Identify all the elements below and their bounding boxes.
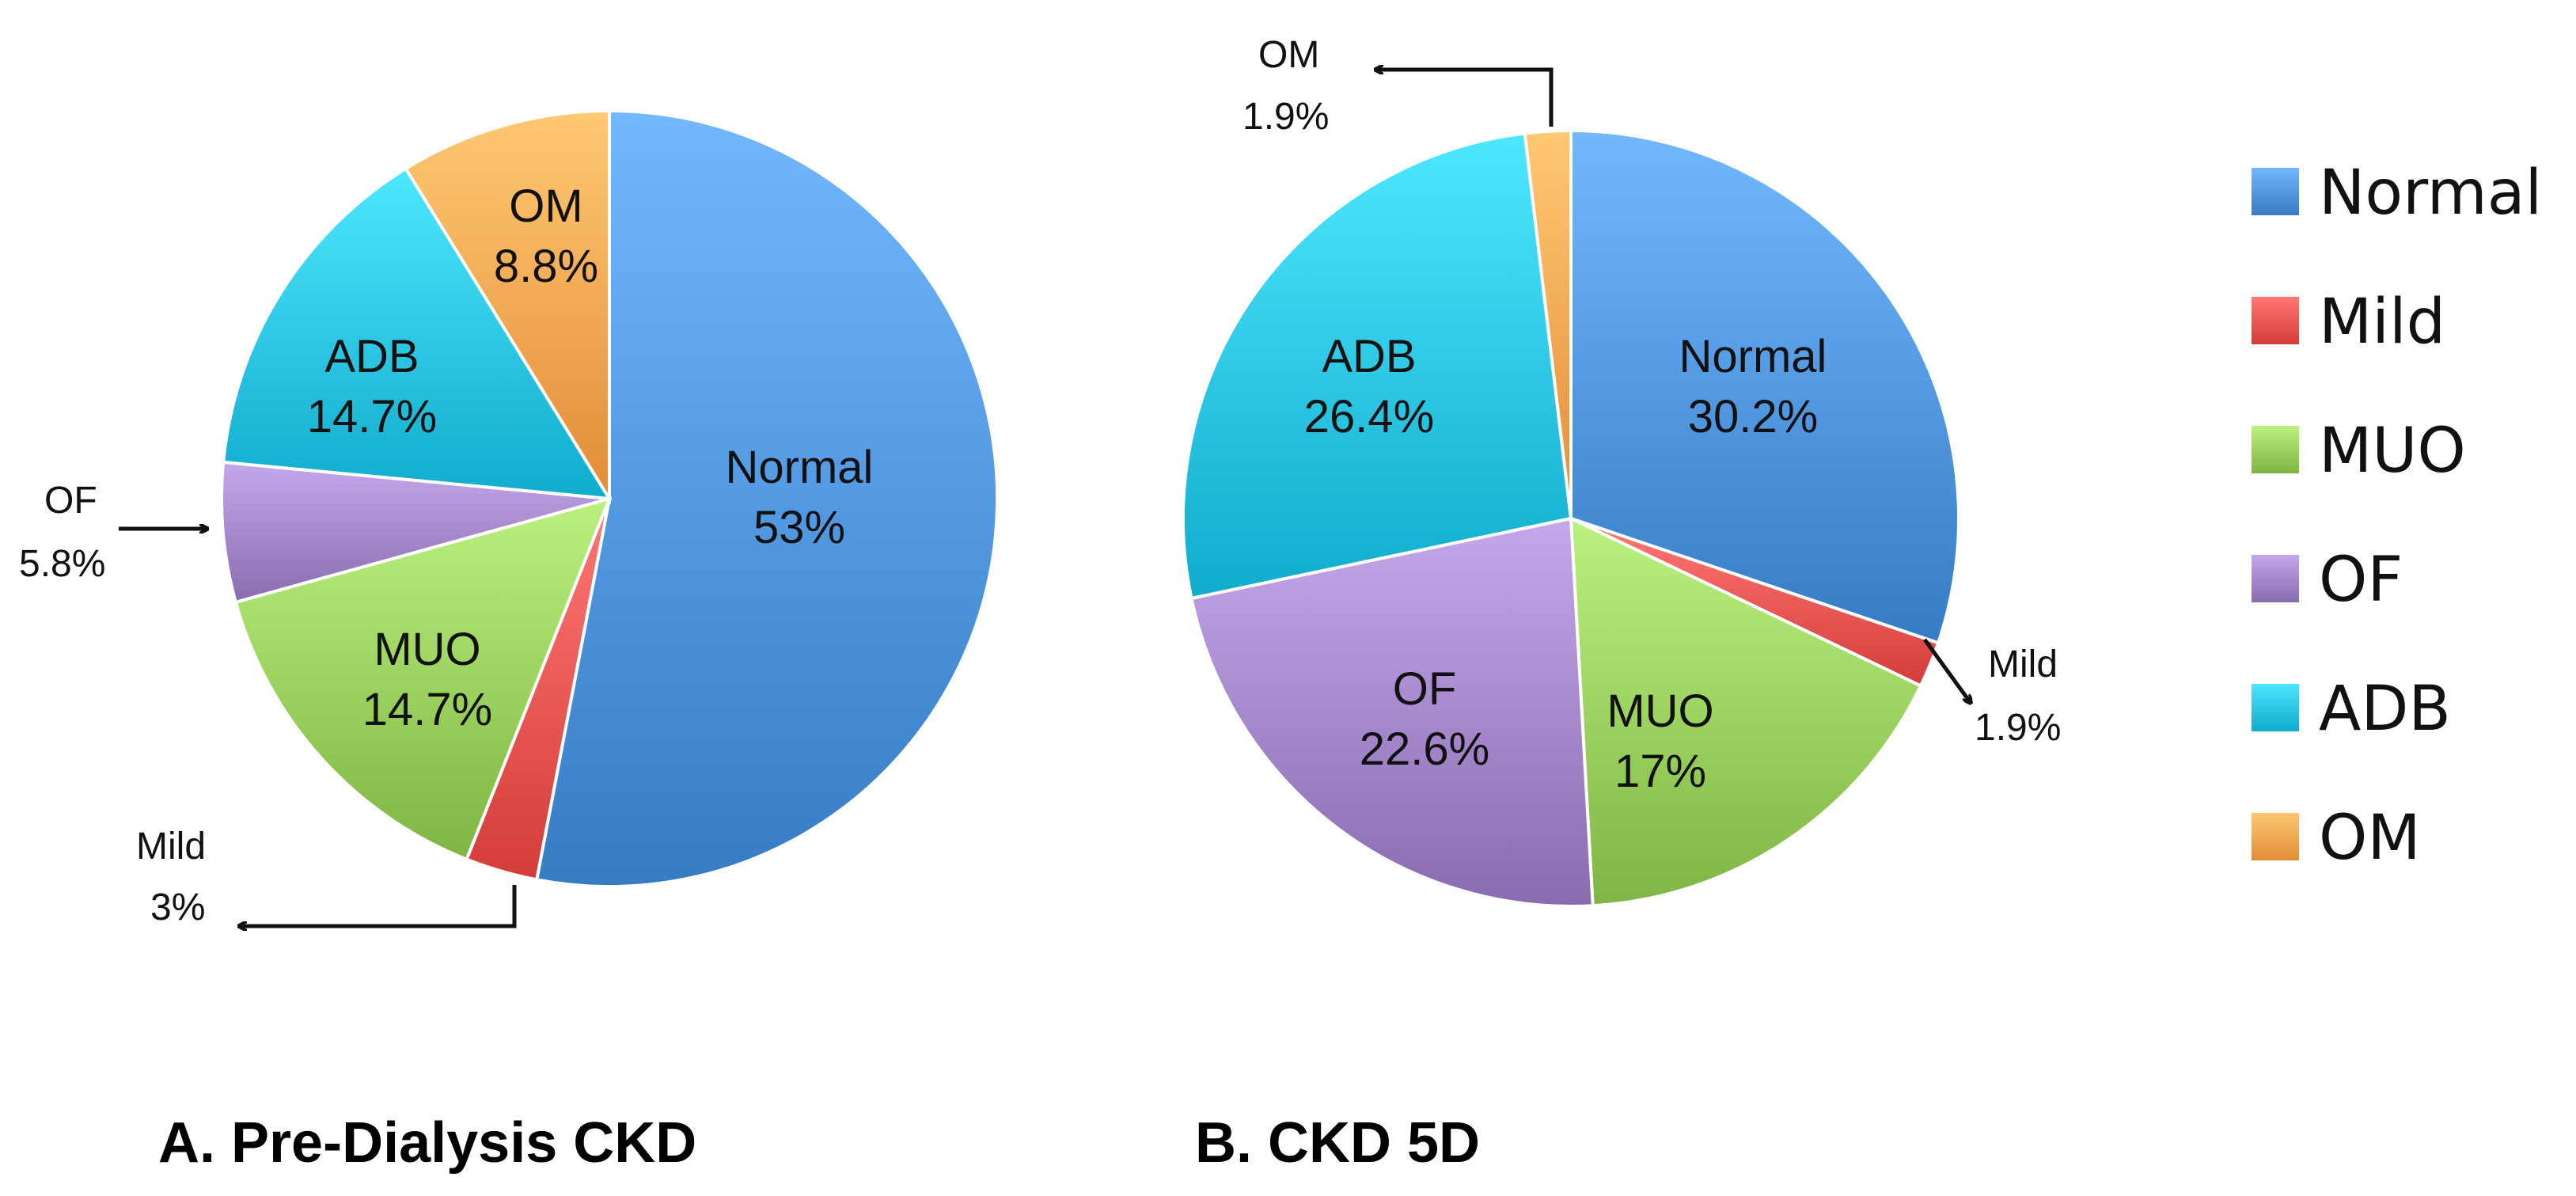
chart-b-om-name: OM <box>1258 34 1319 76</box>
chart-b-label-adb-name: ADB <box>1322 331 1416 382</box>
chart-b-om-leader <box>1375 70 1554 127</box>
chart-b-slice-normal <box>1569 128 1961 645</box>
chart-a-slices <box>220 108 1000 888</box>
chart-a-labels: Normal 53% MUO 14.7% ADB 14.7% OM 8.8% <box>307 180 874 735</box>
chart-a-title: A. Pre-Dialysis CKD <box>158 1111 696 1175</box>
chart-a-label-normal-name: Normal <box>726 442 874 493</box>
chart-b-mild-value: 1.9% <box>1975 707 2061 749</box>
legend-label-muo: MUO <box>2319 416 2466 487</box>
chart-b-slices <box>1182 128 1961 908</box>
chart-b-mild-leader <box>1922 638 1971 703</box>
legend-label-normal: Normal <box>2319 158 2542 229</box>
chart-b-slice-adb <box>1182 131 1573 601</box>
chart-b-slice-of <box>1189 516 1595 908</box>
chart-a-slice-muo <box>233 495 613 862</box>
chart-a-slice-normal <box>534 108 1000 888</box>
chart-a-label-normal-value: 53% <box>753 502 845 553</box>
legend-label-mild: Mild <box>2319 287 2445 358</box>
chart-a-of-value: 5.8% <box>19 543 105 585</box>
chart-b-label-of-value: 22.6% <box>1360 723 1489 775</box>
chart-a-mild-name: Mild <box>136 826 206 868</box>
chart-a-mild-leader <box>239 885 517 926</box>
chart-a-label-om-name: OM <box>509 180 582 232</box>
chart-a-label-muo-value: 14.7% <box>362 684 492 735</box>
chart-b-label-muo-name: MUO <box>1607 685 1713 737</box>
chart-b-label-normal-name: Normal <box>1679 331 1827 382</box>
legend-swatch-of <box>2252 555 2299 602</box>
chart-a-slice-of <box>220 460 610 605</box>
legend-swatch-adb <box>2252 684 2299 731</box>
chart-b-title: B. CKD 5D <box>1195 1111 1480 1175</box>
legend-swatch-muo <box>2252 426 2299 473</box>
chart-b-label-of-name: OF <box>1393 663 1457 715</box>
chart-a-label-adb-name: ADB <box>324 331 419 382</box>
chart-a-slice-adb <box>222 166 613 501</box>
chart-a-mild-value: 3% <box>150 887 205 928</box>
chart-b-label-normal-value: 30.2% <box>1688 391 1818 442</box>
chart-b-slice-muo <box>1569 515 1923 908</box>
chart-a-slice-om <box>403 108 611 505</box>
chart-a-label-adb-value: 14.7% <box>307 391 437 442</box>
chart-b-mild-name: Mild <box>1988 644 2058 685</box>
chart-b-slice-om <box>1523 128 1573 519</box>
legend-swatch-normal <box>2252 168 2299 215</box>
chart-a-of-name: OF <box>44 480 97 522</box>
chart-a-label-muo-name: MUO <box>374 624 480 675</box>
chart-b-label-adb-value: 26.4% <box>1304 391 1434 442</box>
legend-label-of: OF <box>2319 545 2403 616</box>
legend: Normal Mild MUO OF ADB OM <box>2252 158 2542 874</box>
chart-b-label-muo-value: 17% <box>1614 746 1706 797</box>
legend-swatch-om <box>2252 813 2299 860</box>
legend-label-om: OM <box>2319 803 2421 874</box>
legend-swatch-mild <box>2252 297 2299 344</box>
chart-ckd-5d: Normal 30.2% MUO 17% OF 22.6% ADB 26.4% OM 1.9%… <box>1182 34 2061 1175</box>
legend-label-adb: ADB <box>2319 674 2451 745</box>
chart-b-om-value: 1.9% <box>1242 96 1329 138</box>
chart-b-labels: Normal 30.2% MUO 17% OF 22.6% ADB 26.4% <box>1304 331 1827 797</box>
chart-a-label-om-value: 8.8% <box>494 241 598 292</box>
